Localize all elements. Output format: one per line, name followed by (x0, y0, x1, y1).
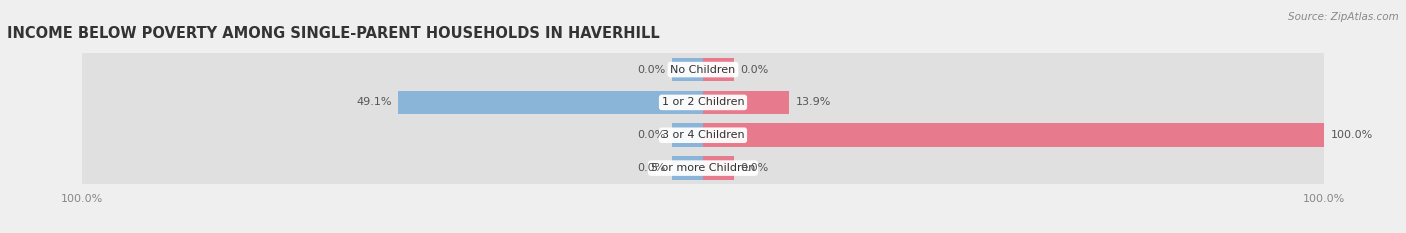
Bar (672, 156, 703, 180)
Text: 13.9%: 13.9% (796, 97, 831, 107)
Text: 0.0%: 0.0% (637, 163, 665, 173)
Text: 0.0%: 0.0% (637, 130, 665, 140)
Bar (82, 119, 1324, 152)
Bar (82, 152, 1324, 185)
Text: 0.0%: 0.0% (637, 65, 665, 75)
Text: 0.0%: 0.0% (741, 65, 769, 75)
Bar (82, 86, 1324, 119)
Bar (703, 123, 1324, 147)
Bar (672, 123, 703, 147)
Text: 5 or more Children: 5 or more Children (651, 163, 755, 173)
Text: INCOME BELOW POVERTY AMONG SINGLE-PARENT HOUSEHOLDS IN HAVERHILL: INCOME BELOW POVERTY AMONG SINGLE-PARENT… (7, 26, 659, 41)
Bar (703, 156, 734, 180)
Bar (398, 91, 703, 114)
Text: Source: ZipAtlas.com: Source: ZipAtlas.com (1288, 12, 1399, 22)
Text: No Children: No Children (671, 65, 735, 75)
Bar (703, 91, 789, 114)
Text: 1 or 2 Children: 1 or 2 Children (662, 97, 744, 107)
Text: 100.0%: 100.0% (1330, 130, 1372, 140)
Text: 0.0%: 0.0% (741, 163, 769, 173)
Bar (82, 53, 1324, 86)
Text: 49.1%: 49.1% (356, 97, 392, 107)
Bar (672, 58, 703, 81)
Bar (703, 58, 734, 81)
Text: 3 or 4 Children: 3 or 4 Children (662, 130, 744, 140)
